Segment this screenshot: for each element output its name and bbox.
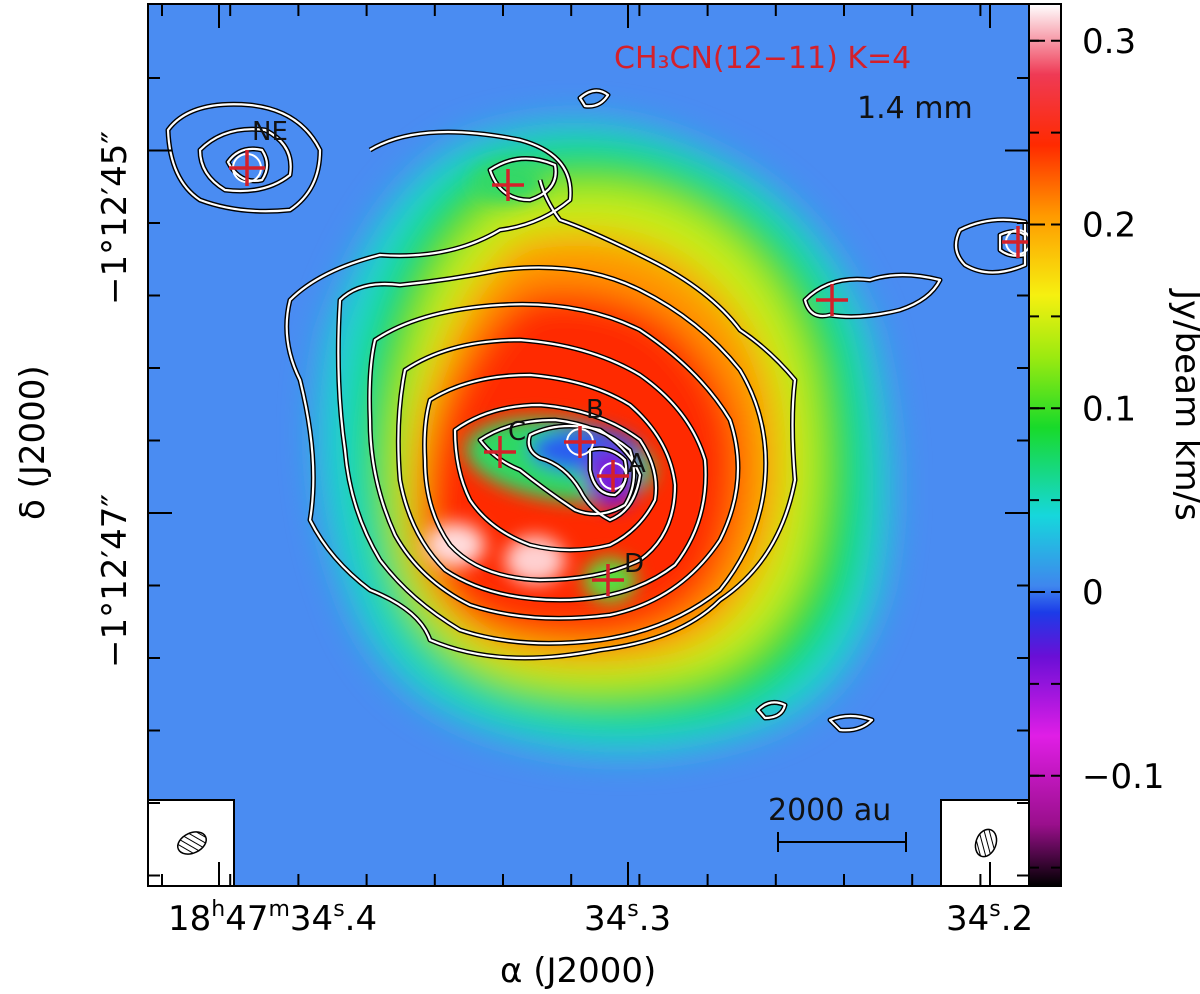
contour-line-8 — [423, 373, 677, 582]
source-w1-marker — [816, 284, 848, 316]
contour-line-2 — [226, 147, 269, 182]
molecule-label: CH₃CN(12−11) K=4 — [614, 41, 911, 76]
source-label-a: A — [628, 449, 646, 479]
contours — [165, 88, 1028, 733]
source-markers — [229, 150, 1034, 596]
beam-right — [940, 799, 1030, 887]
beam-left — [147, 799, 235, 887]
contour-line-9 — [453, 403, 658, 552]
contour-line-18 — [828, 714, 874, 732]
contour-line-15 — [998, 230, 1027, 257]
y-tick-label-1: −1°12′47″ — [95, 494, 135, 668]
scale-bar-label: 2000 au — [768, 793, 891, 828]
scale-bar: 2000 au — [768, 793, 907, 852]
band-label: 1.4 mm — [857, 91, 973, 126]
colorbar-label: Jy/beam km/s — [1167, 288, 1200, 521]
colorbar-tick-label-2: 0.1 — [1082, 389, 1136, 429]
contour-line-0 — [166, 103, 322, 213]
source-a-marker — [597, 460, 629, 492]
x-axis-label: α (J2000) — [500, 951, 656, 991]
source-label-d: D — [624, 549, 644, 579]
contour-line-16 — [756, 701, 787, 720]
contour-line-5 — [337, 266, 767, 645]
x-tick-label-0: 18h47m34s.4 — [168, 897, 377, 939]
contour-line-17 — [578, 89, 610, 108]
source-label-ne: NE — [252, 117, 288, 147]
source-ne-marker — [229, 150, 265, 186]
y-tick-label-0: −1°12′45″ — [95, 131, 135, 305]
contour-line-4 — [488, 157, 557, 202]
contour-line-3 — [285, 130, 797, 660]
source-label-c: C — [508, 417, 526, 447]
x-tick-label-2: 34s.2 — [946, 897, 1033, 939]
contour-line-7 — [397, 338, 707, 602]
contour-line-1 — [198, 128, 292, 193]
source-b-marker — [564, 426, 596, 458]
contour-line-13 — [803, 273, 942, 318]
frame-ticks — [148, 4, 1029, 886]
colorbar — [1028, 3, 1062, 887]
colorbar-tick-label-4: −0.1 — [1082, 757, 1165, 797]
colorbar-tick-labels: 0.3 0.2 0.1 0 −0.1 — [1082, 22, 1165, 797]
contour-line-11 — [527, 424, 642, 522]
source-d-marker — [592, 564, 624, 596]
colorbar-tick-label-1: 0.2 — [1082, 206, 1136, 246]
source-c-marker — [484, 436, 516, 468]
colorbar-tick-label-3: 0 — [1082, 573, 1104, 613]
contour-line-10 — [478, 418, 636, 516]
colorbar-tick-label-0: 0.3 — [1082, 22, 1136, 62]
y-axis-label: δ (J2000) — [13, 365, 53, 520]
contour-line-6 — [368, 303, 740, 620]
source-n-marker — [492, 169, 524, 201]
contour-line-14 — [954, 218, 1027, 274]
x-tick-label-1: 34s.3 — [584, 897, 671, 939]
source-label-b: B — [586, 395, 604, 425]
